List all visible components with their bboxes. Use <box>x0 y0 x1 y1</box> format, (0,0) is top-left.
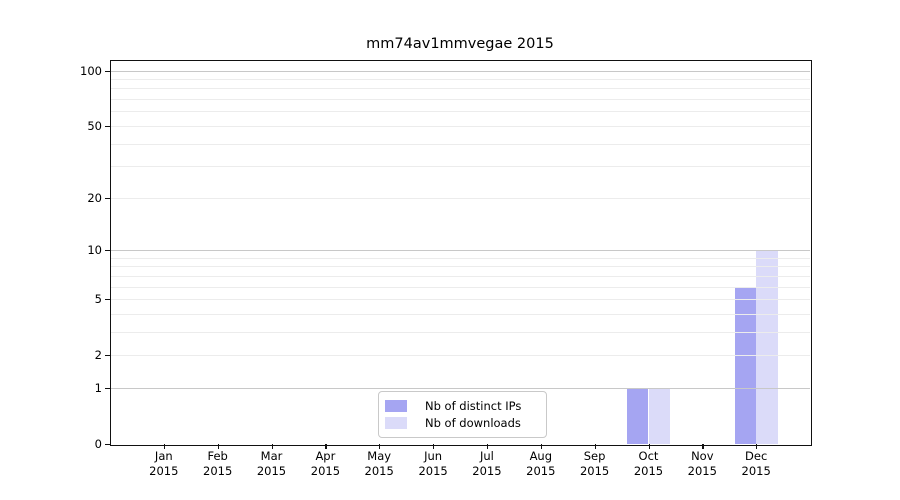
major-gridline <box>110 387 810 389</box>
y-axis-tick <box>105 249 110 252</box>
x-axis-tick-label: Apr 2015 <box>310 449 341 478</box>
x-axis-tick <box>325 444 327 449</box>
x-axis-tick <box>594 444 596 449</box>
minor-gridline <box>110 355 810 357</box>
minor-gridline <box>110 78 810 80</box>
y-axis-tick <box>105 70 110 72</box>
y-axis-tick-label: 100 <box>80 63 102 78</box>
y-axis-tick-label: 0 <box>94 437 102 451</box>
x-axis-tick-label: Feb 2015 <box>203 449 233 478</box>
minor-gridline <box>110 125 810 127</box>
x-axis-tick <box>756 444 758 449</box>
y-axis-tick-label: 1 <box>94 380 102 395</box>
y-axis-tick-label: 50 <box>87 118 102 133</box>
x-axis-tick-label: Sep 2015 <box>579 449 610 478</box>
x-axis-tick-label: Oct 2015 <box>633 449 664 478</box>
y-axis-tick <box>105 197 110 199</box>
minor-gridline <box>110 299 810 300</box>
minor-gridline <box>110 275 810 277</box>
legend-label-distinct-ips: Nb of distinct IPs <box>425 398 522 413</box>
chart-title: mm74av1mmvegae 2015 <box>366 36 554 52</box>
minor-gridline <box>110 166 810 168</box>
minor-gridline <box>110 331 810 333</box>
x-axis-tick-label: Aug 2015 <box>526 449 556 478</box>
x-axis-tick-label: Nov 2015 <box>687 449 717 478</box>
legend-swatch-distinct-ips <box>385 399 407 412</box>
y-axis-tick-label: 5 <box>94 292 102 306</box>
y-axis-tick <box>105 355 110 357</box>
major-gridline <box>110 70 810 72</box>
minor-gridline <box>110 266 810 268</box>
minor-gridline <box>110 313 810 315</box>
y-axis-tick <box>105 387 110 390</box>
y-axis-tick <box>105 444 110 446</box>
minor-gridline <box>110 88 810 90</box>
x-axis-tick <box>648 444 650 449</box>
x-axis-tick <box>702 444 704 449</box>
legend-swatch-downloads <box>385 417 407 430</box>
legend-entry-distinct-ips: Nb of distinct IPs <box>385 399 540 413</box>
y-axis-tick <box>105 125 110 128</box>
minor-gridline <box>110 99 810 100</box>
bar-distinct-ips <box>734 286 757 444</box>
legend-label-downloads: Nb of downloads <box>425 416 521 431</box>
minor-gridline <box>110 143 810 145</box>
bar-distinct-ips <box>626 387 649 444</box>
bar-downloads <box>648 387 670 444</box>
minor-gridline <box>110 286 810 288</box>
bar-downloads <box>756 249 778 444</box>
minor-gridline <box>110 197 810 199</box>
y-axis-tick-label: 2 <box>94 348 102 363</box>
x-axis-tick <box>540 444 543 449</box>
x-axis-tick-label: Mar 2015 <box>256 449 287 478</box>
minor-gridline <box>110 111 810 113</box>
x-axis-tick-label: Jan 2015 <box>149 449 179 478</box>
minor-gridline <box>110 257 810 259</box>
major-gridline <box>110 249 810 251</box>
x-axis-tick <box>486 444 489 449</box>
y-axis-tick-label: 20 <box>87 190 102 205</box>
x-axis-tick <box>271 444 273 449</box>
x-axis-tick <box>433 444 435 449</box>
y-axis-tick <box>105 299 110 301</box>
x-axis-tick-label: Jul 2015 <box>472 449 502 478</box>
legend-entry-downloads: Nb of downloads <box>385 416 540 430</box>
x-axis-tick <box>217 444 219 449</box>
x-axis-tick <box>163 444 166 449</box>
y-axis-tick-label: 10 <box>87 242 102 257</box>
x-axis-tick-label: May 2015 <box>364 449 394 478</box>
x-axis-tick-label: Dec 2015 <box>741 449 771 478</box>
x-axis-tick-label: Jun 2015 <box>418 449 448 478</box>
legend: Nb of distinct IPs Nb of downloads <box>378 391 547 438</box>
x-axis-tick <box>379 444 381 449</box>
